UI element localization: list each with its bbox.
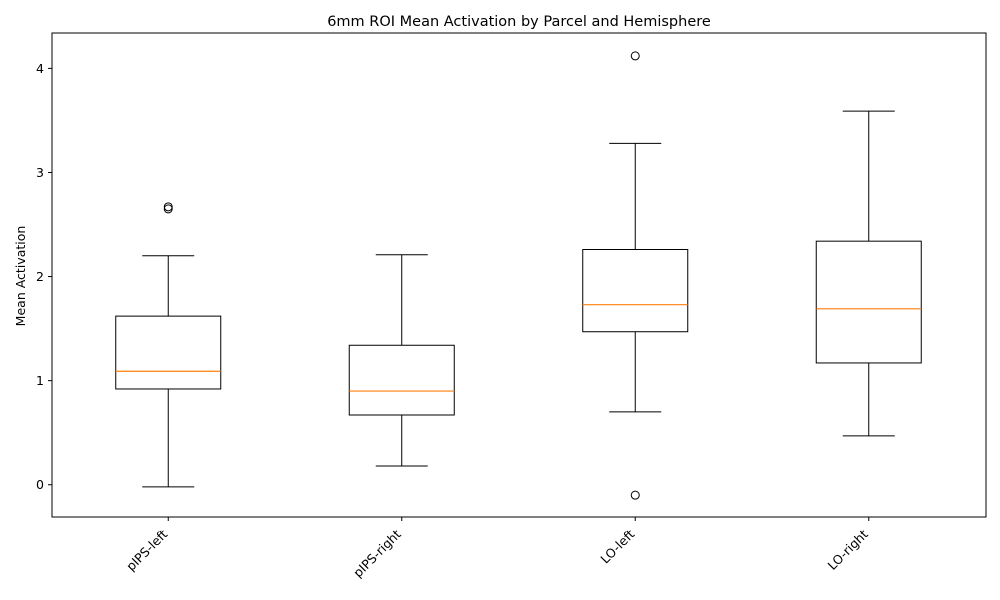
iqr-box (815, 240, 922, 364)
x-tick-label: LO-left (597, 526, 637, 566)
x-tick-label: LO-right (824, 526, 870, 572)
y-tick-label: 3 (36, 165, 44, 180)
y-tick-label: 4 (36, 61, 44, 76)
outlier-point (630, 490, 640, 500)
iqr-box (348, 344, 455, 416)
outlier-point (163, 204, 173, 214)
y-axis-label: Mean Activation (13, 226, 28, 327)
x-tick-label: pIPS-right (350, 526, 404, 580)
x-tick-label: pIPS-left (123, 526, 170, 573)
plot-frame (51, 32, 987, 518)
outlier-point (163, 202, 173, 212)
iqr-box (115, 315, 222, 390)
plot-area: 0 1 2 3 4 pIPS-left pIPS-right LO-left LO-right (36, 51, 922, 580)
y-tick-label: 0 (36, 477, 44, 492)
y-tick-label: 1 (36, 373, 44, 388)
outlier-point (630, 51, 640, 61)
iqr-box (582, 248, 689, 333)
chart-title: 6mm ROI Mean Activation by Parcel and He… (327, 14, 711, 30)
y-tick-label: 2 (36, 269, 44, 284)
